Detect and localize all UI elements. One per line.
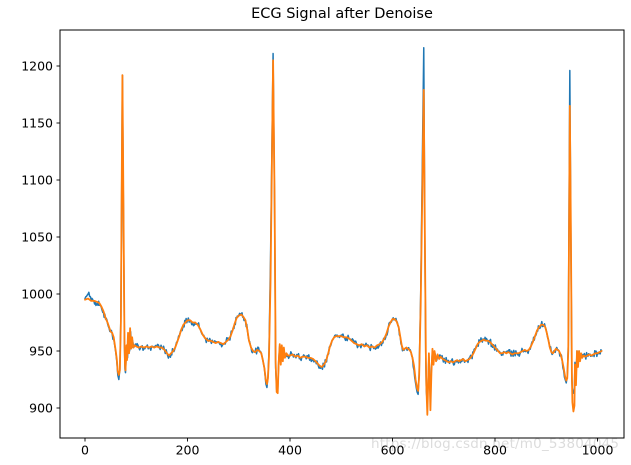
x-tick-label: 600: [381, 443, 405, 458]
x-tick-label: 400: [278, 443, 302, 458]
x-tick-label: 200: [176, 443, 200, 458]
y-tick-label: 1200: [21, 58, 53, 73]
y-tick-label: 1050: [21, 229, 53, 244]
x-tick-label: 1000: [582, 443, 614, 458]
x-tick-label: 0: [81, 443, 89, 458]
y-tick-label: 1000: [21, 286, 53, 301]
watermark-text: https://blog.csdn.net/m0_53804045: [371, 436, 620, 452]
y-tick-label: 1150: [21, 115, 53, 130]
denoised-signal-line: [84, 59, 603, 416]
x-tick-label: 800: [483, 443, 507, 458]
y-tick-label: 1100: [21, 172, 53, 187]
y-tick-label: 950: [29, 343, 53, 358]
axes-spines: [59, 29, 625, 439]
y-tick-label: 900: [29, 400, 53, 415]
chart-title: ECG Signal after Denoise: [251, 6, 433, 22]
